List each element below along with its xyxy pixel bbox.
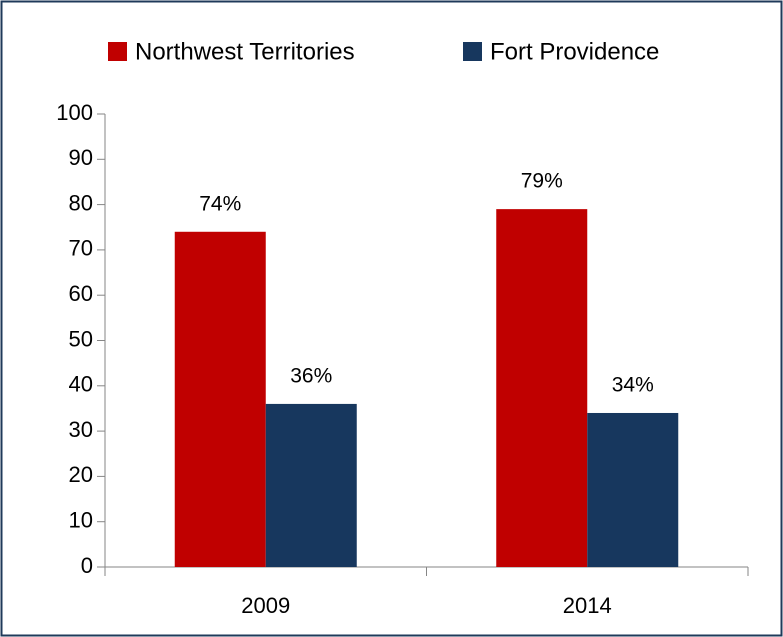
x-tick-label: 2014	[563, 593, 612, 618]
y-tick-label: 100	[56, 100, 93, 125]
y-tick-label: 60	[69, 281, 93, 306]
value-label: 74%	[199, 192, 241, 215]
bar	[174, 231, 266, 567]
y-tick-label: 70	[69, 236, 93, 261]
legend-label: Fort Providence	[490, 38, 659, 65]
y-tick-label: 40	[69, 372, 93, 397]
bar	[496, 209, 588, 567]
x-tick-label: 2009	[241, 593, 290, 618]
y-tick-label: 30	[69, 417, 93, 442]
bar	[265, 403, 357, 567]
y-tick-label: 20	[69, 462, 93, 487]
value-label: 36%	[290, 364, 332, 387]
value-label: 79%	[521, 170, 563, 193]
bar	[587, 412, 679, 567]
legend-swatch	[463, 42, 482, 61]
y-tick-label: 50	[69, 326, 93, 351]
legend-label: Northwest Territories	[135, 38, 355, 65]
y-tick-label: 0	[81, 553, 93, 578]
value-label: 34%	[612, 374, 654, 397]
legend-swatch	[108, 42, 127, 61]
y-tick-label: 10	[69, 508, 93, 533]
y-tick-label: 80	[69, 190, 93, 215]
y-tick-label: 90	[69, 145, 93, 170]
